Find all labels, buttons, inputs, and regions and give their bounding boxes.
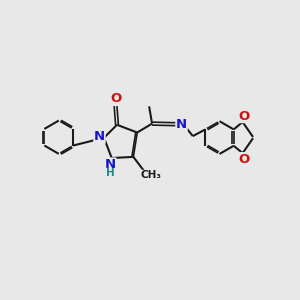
Text: H: H bbox=[106, 169, 115, 178]
Text: N: N bbox=[94, 130, 105, 143]
Text: N: N bbox=[176, 118, 187, 131]
Text: O: O bbox=[238, 153, 250, 166]
Text: CH₃: CH₃ bbox=[141, 170, 162, 180]
Text: O: O bbox=[110, 92, 121, 105]
Text: N: N bbox=[105, 158, 116, 171]
Text: O: O bbox=[238, 110, 250, 122]
